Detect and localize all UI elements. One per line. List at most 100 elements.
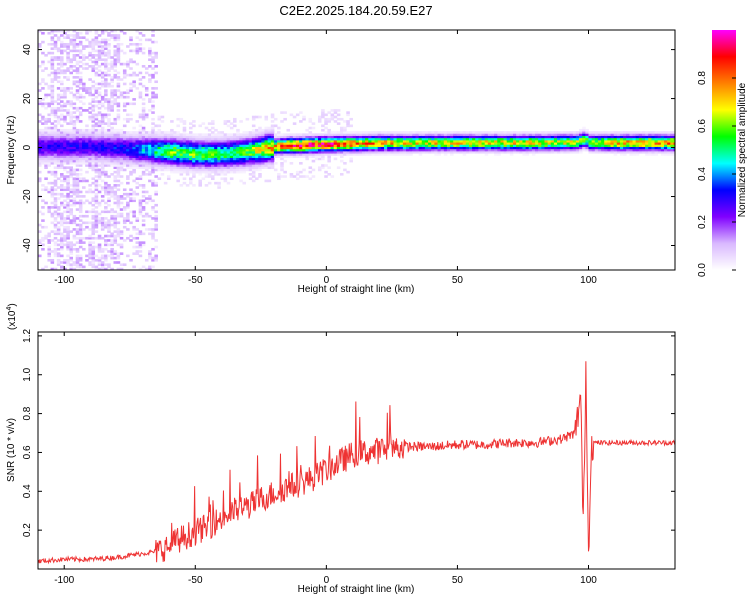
- heatmap-cell: [494, 133, 498, 136]
- heatmap-cell: [443, 150, 448, 154]
- heatmap-cell: [610, 148, 615, 152]
- heatmap-cell: [69, 144, 74, 147]
- heatmap-cell: [516, 148, 520, 152]
- heatmap-cell: [66, 217, 70, 220]
- heatmap-cell: [151, 181, 155, 185]
- heatmap-cell: [588, 144, 593, 147]
- heatmap-cell: [53, 69, 58, 73]
- heatmap-cell: [201, 177, 206, 181]
- heatmap-cell: [104, 30, 108, 33]
- heatmap-cell: [132, 137, 136, 141]
- heatmap-cell: [135, 164, 140, 167]
- heatmap-cell: [75, 146, 80, 150]
- heatmap-cell: [657, 135, 662, 139]
- heatmap-cell: [302, 135, 306, 139]
- heatmap-cell: [129, 135, 133, 139]
- heatmap-cell: [327, 144, 331, 147]
- heatmap-cell: [116, 135, 121, 139]
- heatmap-cell: [41, 206, 45, 209]
- heatmap-cell: [503, 142, 508, 145]
- heatmap-cell: [289, 113, 294, 117]
- heatmap-cell: [47, 210, 51, 214]
- heatmap-cell: [132, 135, 136, 139]
- heatmap-cell: [292, 144, 297, 147]
- heatmap-cell: [144, 113, 149, 117]
- heatmap-cell: [553, 150, 558, 154]
- heatmap-cell: [258, 168, 262, 172]
- heatmap-cell: [138, 144, 143, 147]
- heatmap-cell: [75, 131, 80, 134]
- heatmap-cell: [91, 258, 96, 262]
- heatmap-cell: [657, 144, 662, 147]
- heatmap-cell: [280, 144, 284, 147]
- heatmap-cell: [91, 67, 96, 70]
- heatmap-cell: [72, 124, 77, 128]
- heatmap-cell: [154, 144, 158, 147]
- heatmap-cell: [97, 106, 102, 110]
- heatmap-cell: [214, 155, 218, 158]
- heatmap-cell: [104, 201, 108, 205]
- heatmap-cell: [69, 60, 74, 64]
- heatmap-cell: [343, 150, 347, 154]
- heatmap-cell: [201, 155, 206, 158]
- heatmap-cell: [66, 159, 70, 163]
- heatmap-cell: [50, 109, 55, 112]
- heatmap-cell: [333, 131, 338, 134]
- heatmap-cell: [56, 131, 61, 134]
- heatmap-cell: [41, 69, 45, 73]
- heatmap-cell: [324, 122, 328, 125]
- heatmap-cell: [478, 131, 482, 134]
- heatmap-cell: [100, 195, 105, 198]
- heatmap-cell: [308, 137, 313, 141]
- heatmap-cell: [63, 93, 67, 97]
- heatmap-cell: [248, 142, 253, 145]
- heatmap-cell: [173, 144, 177, 147]
- heatmap-cell: [75, 137, 80, 141]
- heatmap-cell: [60, 42, 64, 46]
- heatmap-cell: [91, 38, 96, 42]
- heatmap-cell: [255, 142, 259, 145]
- heatmap-cell: [468, 135, 473, 139]
- heatmap-cell: [88, 250, 92, 253]
- heatmap-cell: [88, 234, 92, 238]
- heatmap-cell: [311, 148, 316, 152]
- heatmap-cell: [113, 166, 118, 170]
- heatmap-cell: [472, 148, 476, 152]
- heatmap-cell: [229, 135, 234, 139]
- heatmap-cell: [75, 247, 80, 251]
- heatmap-cell: [550, 150, 555, 154]
- heatmap-cell: [597, 146, 602, 150]
- heatmap-cell: [198, 133, 202, 136]
- heatmap-cell: [663, 131, 668, 134]
- heatmap-cell: [116, 146, 121, 150]
- heatmap-cell: [157, 155, 162, 158]
- heatmap-cell: [462, 139, 467, 143]
- heatmap-cell: [286, 153, 291, 156]
- heatmap-cell: [104, 150, 108, 154]
- heatmap-cell: [390, 133, 394, 136]
- heatmap-cell: [56, 148, 61, 152]
- heatmap-cell: [82, 56, 86, 59]
- heatmap-cell: [126, 62, 130, 66]
- heatmap-cell: [248, 155, 253, 158]
- heatmap-cell: [371, 135, 375, 139]
- heatmap-cell: [47, 258, 51, 262]
- heatmap-cell: [132, 49, 136, 53]
- heatmap-cell: [273, 139, 278, 143]
- heatmap-cell: [651, 133, 655, 136]
- heatmap-cell: [104, 210, 108, 214]
- heatmap-cell: [446, 133, 451, 136]
- heatmap-cell: [91, 115, 96, 119]
- heatmap-cell: [519, 144, 523, 147]
- heatmap-cell: [651, 137, 655, 141]
- heatmap-cell: [368, 137, 372, 141]
- heatmap-cell: [233, 117, 237, 121]
- heatmap-cell: [305, 142, 309, 145]
- heatmap-cell: [66, 241, 70, 244]
- heatmap-cell: [261, 155, 265, 158]
- heatmap-cell: [116, 51, 121, 55]
- heatmap-cell: [63, 102, 67, 106]
- heatmap-cell: [66, 113, 70, 117]
- heatmap-cell: [116, 133, 121, 136]
- heatmap-cell: [214, 146, 218, 150]
